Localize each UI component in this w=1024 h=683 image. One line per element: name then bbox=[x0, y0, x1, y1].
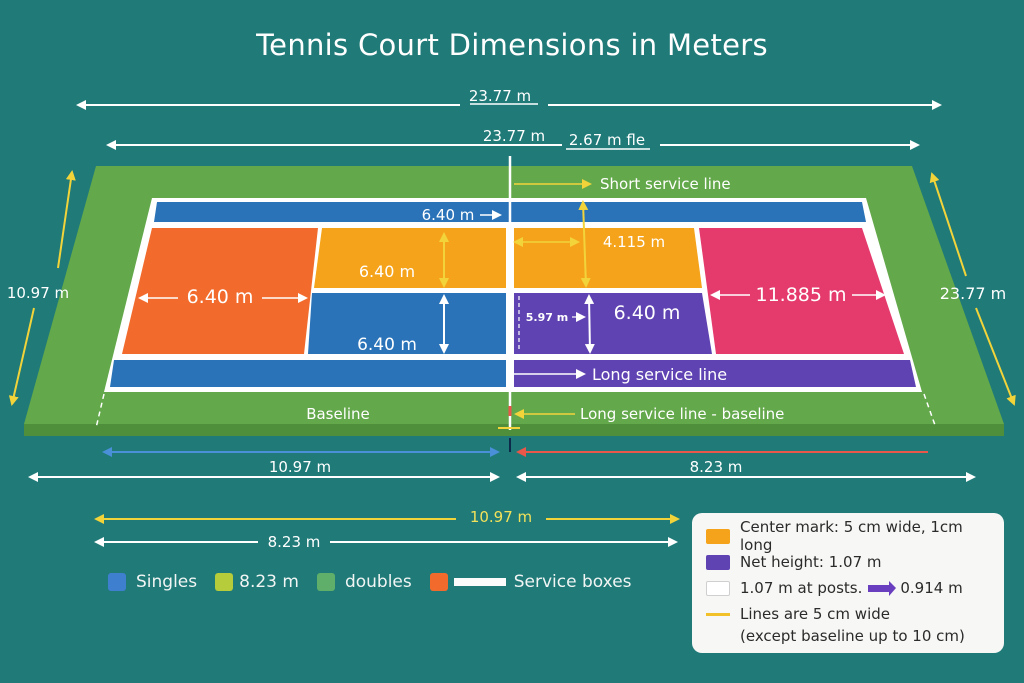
yellow-span-label: 10.97 m bbox=[470, 508, 532, 526]
service-box-blue-left bbox=[308, 293, 506, 354]
info-box: Center mark: 5 cm wide, 1cm long Net hei… bbox=[692, 513, 1004, 653]
left-width-label: 10.97 m bbox=[7, 284, 69, 302]
page-title: Tennis Court Dimensions in Meters bbox=[256, 28, 768, 62]
legend-item-singles: Singles bbox=[108, 572, 197, 592]
legend-item-service-boxes: Service boxes bbox=[429, 572, 632, 592]
inner-length-label: 23.77 m bbox=[483, 127, 545, 145]
pink-box-label: 11.885 m bbox=[755, 284, 846, 306]
arrow-right-icon bbox=[868, 580, 897, 596]
info-text: Lines are 5 cm wide bbox=[740, 605, 890, 623]
long-service-line-label: Long service line bbox=[592, 365, 727, 384]
right-half-label: 8.23 m bbox=[690, 458, 743, 476]
info-text: Net height: 1.07 m bbox=[740, 553, 882, 571]
service-box-purple bbox=[514, 293, 712, 354]
info-row-net-height: Net height: 1.07 m bbox=[706, 549, 992, 575]
purple-swatch-icon bbox=[706, 554, 730, 570]
legend-label: Singles bbox=[136, 572, 198, 592]
info-note: (except baseline up to 10 cm) bbox=[740, 627, 965, 645]
legend-label: 8.23 m bbox=[239, 572, 299, 592]
white-swatch-icon bbox=[706, 580, 730, 596]
legend: Singles 8.23 m doubles Service boxes bbox=[108, 572, 650, 592]
yellow-box-label: 6.40 m bbox=[359, 262, 415, 281]
orange-swatch-icon bbox=[706, 528, 730, 544]
top-alley-label: 6.40 m bbox=[422, 206, 475, 224]
info-text: Center mark: 5 cm wide, 1cm long bbox=[740, 518, 963, 554]
white-line-swatch-icon bbox=[453, 578, 506, 586]
lime-swatch-icon bbox=[215, 573, 234, 591]
yellow-line-swatch-icon bbox=[706, 612, 730, 616]
left-box-label: 6.40 m bbox=[187, 286, 254, 308]
doubles-swatch-icon bbox=[316, 573, 335, 591]
top-dimension-inner: 23.77 m 2.67 m fle bbox=[106, 127, 920, 150]
legend-item-doubles: doubles bbox=[316, 572, 412, 592]
right-length-label: 23.77 m bbox=[940, 284, 1006, 303]
service-box-left-orange bbox=[122, 228, 318, 354]
white-span-label: 8.23 m bbox=[268, 533, 321, 551]
left-width-dimension: 10.97 m bbox=[7, 170, 76, 406]
outer-length-label: 23.77 m bbox=[469, 87, 531, 105]
legend-item-823: 8.23 m bbox=[215, 572, 299, 592]
info-row-lines: Lines are 5 cm wide bbox=[706, 601, 992, 627]
bottom-dimensions: 10.97 m 8.23 m 10.97 m 8.23 m bbox=[28, 447, 976, 551]
right-length-dimension: 23.77 m bbox=[929, 172, 1016, 406]
left-half-label: 10.97 m bbox=[269, 458, 331, 476]
right-yellow-label: 4.115 m bbox=[603, 233, 665, 251]
bottom-alley-right bbox=[514, 360, 916, 387]
bottom-alley-left bbox=[110, 360, 506, 387]
singles-swatch-icon bbox=[108, 573, 126, 591]
info-text: 0.914 m bbox=[900, 579, 963, 597]
blue-box-label: 6.40 m bbox=[357, 335, 417, 355]
info-row-center-mark: Center mark: 5 cm wide, 1cm long bbox=[706, 518, 992, 554]
service-box-swatch-icon bbox=[429, 573, 448, 591]
short-service-line-label: Short service line bbox=[600, 175, 731, 193]
long-service-baseline-label: Long service line - baseline bbox=[580, 405, 784, 423]
purple-inner-label: 5.97 m bbox=[526, 311, 568, 324]
info-row-posts: 1.07 m at posts. 0.914 m bbox=[706, 575, 992, 601]
baseline-label: Baseline bbox=[306, 405, 370, 423]
purple-box-label: 6.40 m bbox=[614, 302, 681, 324]
inner-note-label: 2.67 m fle bbox=[569, 131, 645, 149]
top-dimension-outer: 23.77 m bbox=[76, 87, 942, 110]
service-box-yellow-left bbox=[314, 228, 506, 288]
service-box-pink bbox=[699, 228, 904, 354]
legend-label: doubles bbox=[344, 572, 412, 592]
legend-label: Service boxes bbox=[513, 572, 632, 592]
info-text: 1.07 m at posts. bbox=[740, 579, 863, 597]
